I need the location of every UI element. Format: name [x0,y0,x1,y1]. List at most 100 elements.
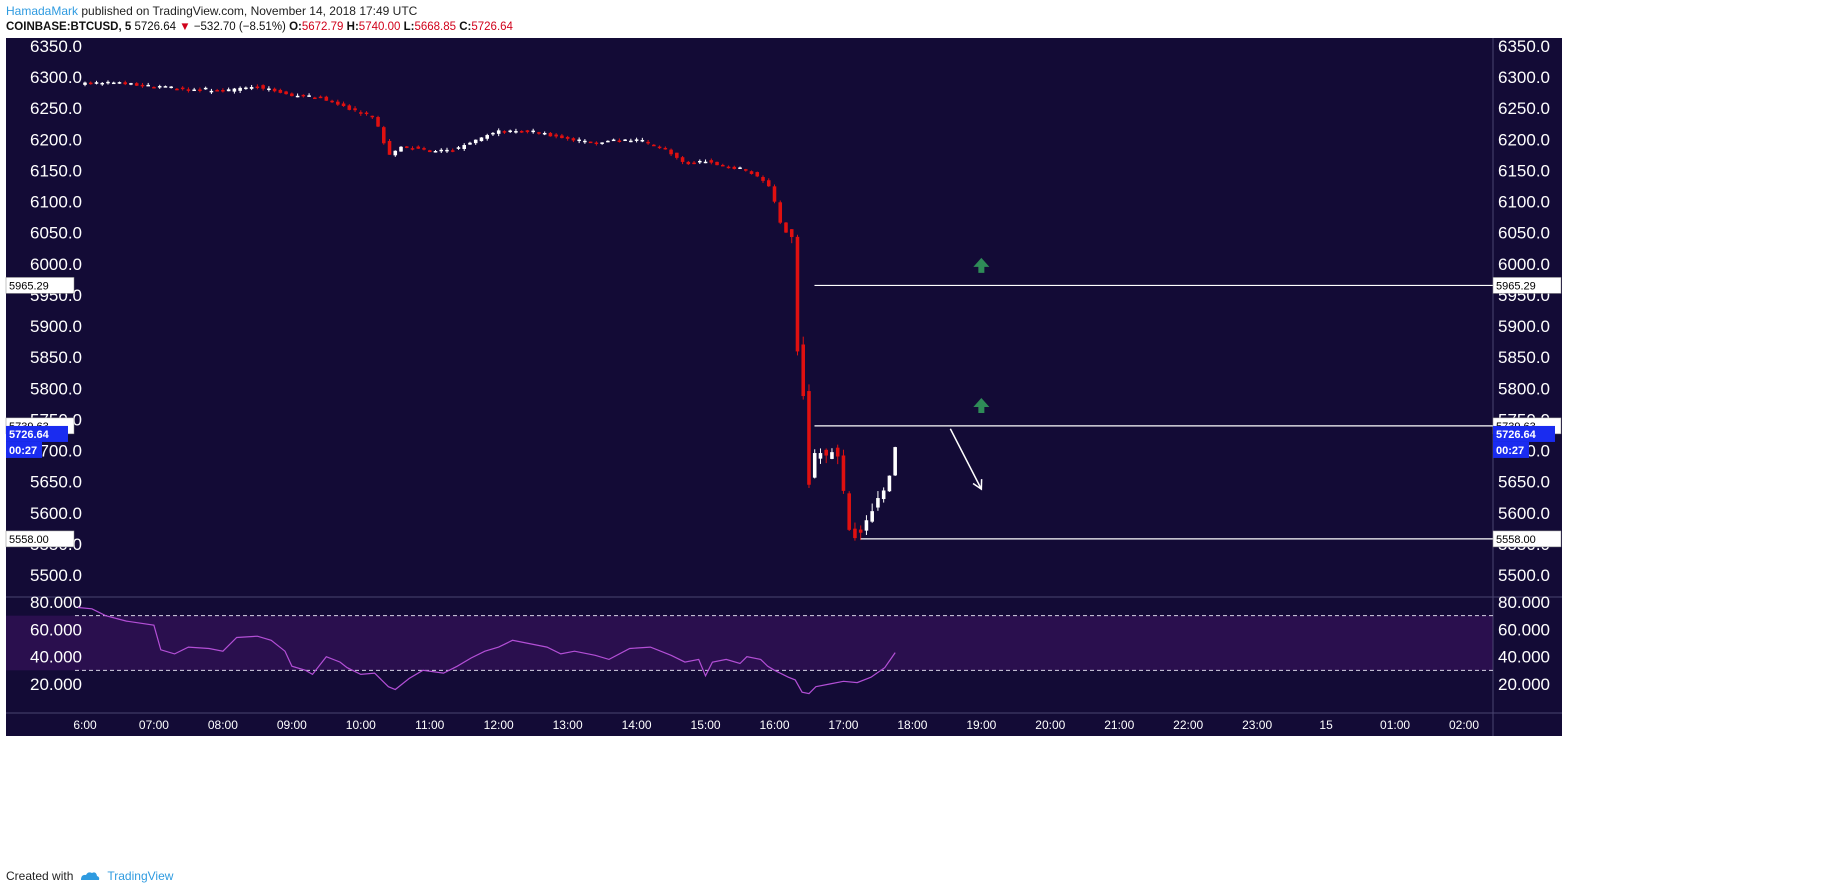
green-up-arrow-icon[interactable] [973,257,990,273]
candle-body [272,88,277,92]
candle-body [565,136,570,139]
tradingview-logo-icon [81,872,100,880]
candle-body [893,447,897,476]
candle-body [881,490,886,500]
price-tick-label-right: 6150.0 [1498,161,1550,180]
candle-body [364,112,369,115]
candle-body [652,144,656,147]
countdown-tag [6,441,42,458]
down-arrow-line[interactable] [949,428,983,490]
candle-body [606,140,610,143]
last-price-label: 5726.64 [9,429,50,441]
created-with-text: Created with [6,869,74,883]
candle-body [129,83,133,85]
tradingview-brand-label: TradingView [107,869,174,883]
candle-body [313,97,317,100]
candle-body [175,88,179,91]
level-tag-right [1492,277,1562,294]
green-up-arrow-icon[interactable] [973,397,990,413]
candle-body [749,171,754,174]
high-label: H: [346,21,359,33]
candle-body [238,87,242,91]
candle-body [721,164,725,167]
candle-body [841,455,846,491]
candle-body [680,157,685,162]
rsi-tick-label-left: 80.000 [30,593,82,612]
candle-body [232,88,237,92]
price-tick-label-left: 6000.0 [30,255,82,274]
price-change: −532.70 (−8.51%) [193,21,286,33]
countdown-tag [1493,441,1529,458]
candle-body [583,140,587,143]
candle-body [646,141,650,144]
candle-body [83,82,87,85]
low-value: 5668.85 [414,21,457,33]
level-tag-label: 5965.29 [1496,280,1536,292]
rsi-tick-label-right: 60.000 [1498,620,1550,639]
close-label: C: [459,21,472,33]
candle-body [295,95,300,98]
rsi-tick-label-left: 60.000 [30,620,82,639]
candle-body [330,100,334,103]
candle-body [629,140,633,143]
candle-body [376,117,380,127]
candle-body [255,86,260,89]
price-tick-label-right: 6000.0 [1498,255,1550,274]
candle-body [290,93,294,97]
time-tick-label: 15 [1319,718,1333,732]
candle-body [456,147,461,149]
last-price-tag-right [1493,425,1555,442]
candle-body [835,447,840,457]
candle-body [221,90,225,92]
candle-body [847,493,851,530]
candle-body [468,142,472,145]
tradingview-link[interactable]: TradingView [79,869,173,883]
candle-body [709,160,714,163]
price-tick-label-left: 5500.0 [30,566,82,585]
candle-body [226,89,231,92]
candle-body [347,105,352,110]
price-tick-label-right: 6200.0 [1498,130,1550,149]
price-tick-label-left: 6200.0 [30,130,82,149]
open-label: O: [289,21,302,33]
candle-body [267,88,271,91]
candle-body [640,139,645,142]
last-price-label: 5726.64 [1496,429,1537,441]
candle-body [416,146,421,149]
candle-body [410,148,415,150]
candle-body [324,96,329,101]
candle-body [876,498,880,508]
candle-body [307,95,311,97]
time-tick-label: 14:00 [622,718,652,732]
candle-body [473,139,478,144]
candle-body [560,135,564,139]
candle-body [588,141,593,144]
rsi-line [78,606,896,695]
time-tick-label: 20:00 [1035,718,1065,732]
level-tag-label: 5558.00 [1496,534,1536,546]
candle-body [766,180,771,187]
candle-body [807,391,811,485]
price-tick-label-right: 6250.0 [1498,99,1550,118]
candle-body [887,475,892,492]
candle-body [485,135,489,139]
candle-body [393,150,398,156]
open-value: 5672.79 [301,21,344,33]
down-triangle-icon: ▼ [179,21,191,33]
candle-body [692,162,696,165]
candle-body [519,131,524,133]
time-tick-label: 18:00 [897,718,927,732]
candle-body [824,449,828,456]
rsi-tick-label-right: 80.000 [1498,593,1550,612]
candle-body [462,145,467,149]
candle-body [818,453,823,459]
level-tag-label: 5965.29 [9,280,49,292]
candle-body [359,112,363,114]
author-name[interactable]: HamadaMark [6,4,79,18]
candle-body [152,86,156,89]
price-tick-label-left: 5900.0 [30,317,82,336]
candle-body [370,115,375,118]
price-tick-label-right: 5800.0 [1498,379,1550,398]
candle-body [88,82,93,85]
